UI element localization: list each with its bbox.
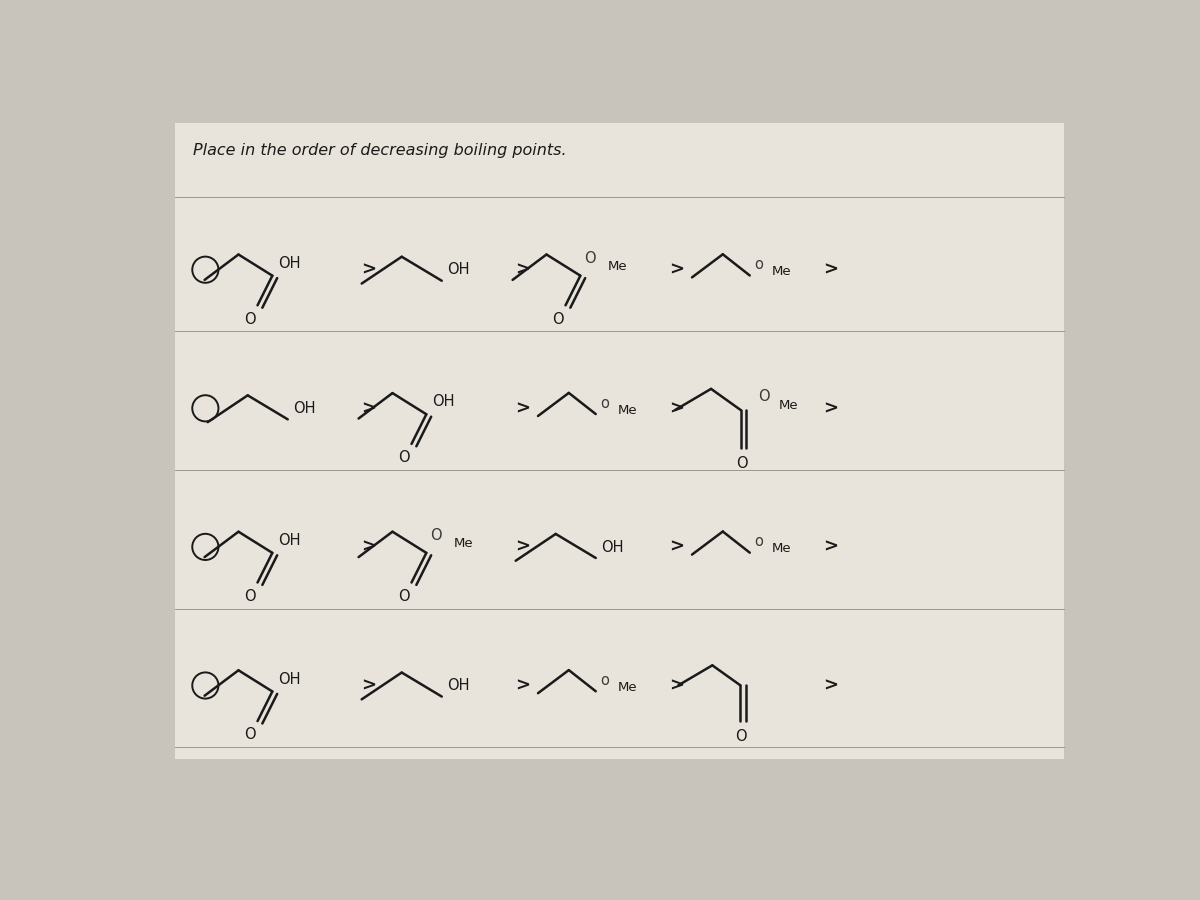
Text: >: > [515,538,530,556]
Text: OH: OH [448,263,469,277]
Text: >: > [823,400,838,418]
Text: >: > [823,261,838,279]
Text: >: > [670,538,684,556]
Text: O: O [736,729,746,744]
Text: o: o [600,396,610,410]
Text: O: O [398,589,409,604]
Text: >: > [515,261,530,279]
Text: O: O [244,589,256,604]
Text: O: O [431,528,442,544]
Text: >: > [823,538,838,556]
Text: O: O [398,450,409,465]
Text: OH: OH [448,679,469,693]
Text: o: o [600,673,610,688]
Text: Me: Me [779,399,799,412]
Text: o: o [755,535,763,549]
Text: Me: Me [772,543,791,555]
Text: >: > [670,677,684,695]
Text: OH: OH [277,671,300,687]
Text: O: O [244,727,256,742]
Text: >: > [670,261,684,279]
Text: >: > [515,677,530,695]
Text: Me: Me [607,260,626,273]
Text: OH: OH [277,256,300,271]
Text: >: > [361,677,376,695]
Text: O: O [736,456,748,471]
Text: Me: Me [617,681,637,694]
Text: Place in the order of decreasing boiling points.: Place in the order of decreasing boiling… [193,142,566,157]
Text: OH: OH [432,394,455,410]
Text: O: O [758,389,770,404]
Text: >: > [515,400,530,418]
Text: OH: OH [277,533,300,548]
Text: O: O [552,311,564,327]
Text: Me: Me [454,537,473,550]
Text: >: > [670,400,684,418]
Text: O: O [584,251,596,266]
Text: OH: OH [293,401,316,416]
FancyBboxPatch shape [174,123,1064,759]
Text: OH: OH [601,540,624,554]
Text: o: o [755,257,763,272]
Text: >: > [823,677,838,695]
Text: >: > [361,538,376,556]
Text: >: > [361,400,376,418]
Text: >: > [361,261,376,279]
Text: O: O [244,311,256,327]
Text: Me: Me [617,404,637,417]
Text: Me: Me [772,266,791,278]
